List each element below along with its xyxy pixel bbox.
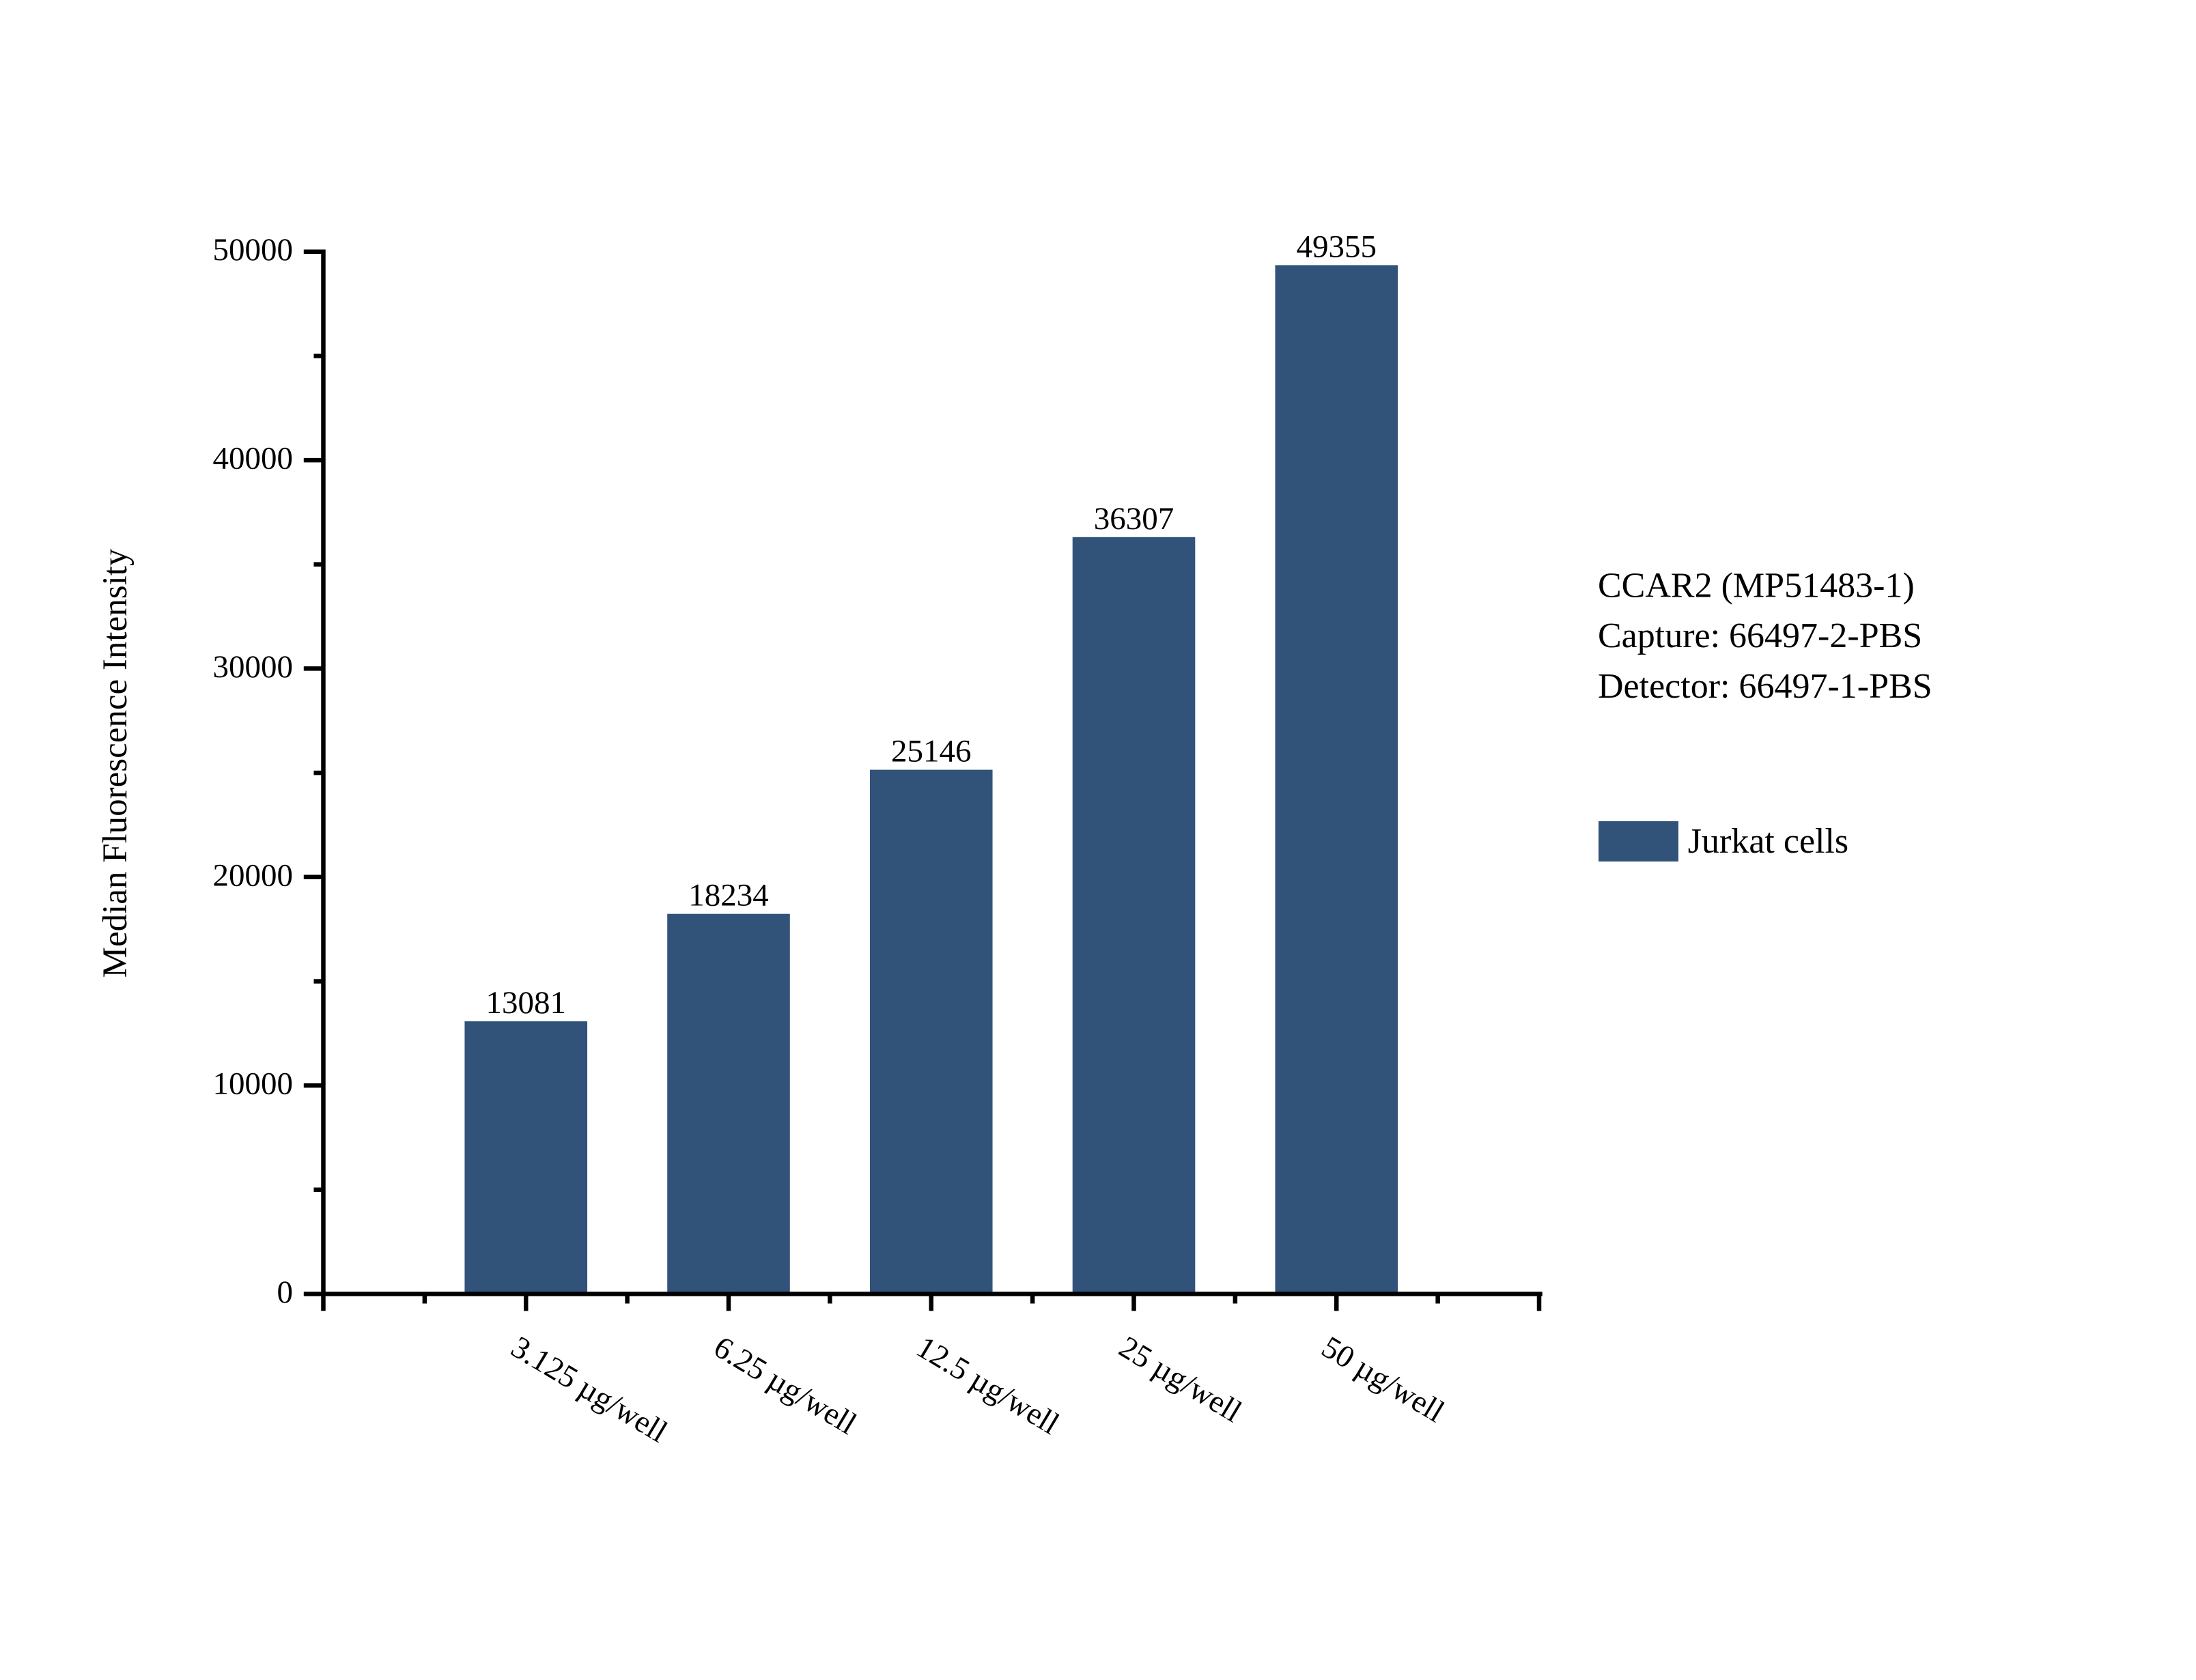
svg-text:Median Fluorescence Intensity: Median Fluorescence Intensity [96, 548, 135, 978]
svg-text:3.125 µg/well: 3.125 µg/well [505, 1329, 673, 1449]
svg-text:12.5 µg/well: 12.5 µg/well [911, 1329, 1065, 1441]
svg-text:40000: 40000 [213, 441, 294, 476]
svg-text:13081: 13081 [486, 985, 567, 1021]
svg-text:CCAR2 (MP51483-1): CCAR2 (MP51483-1) [1598, 566, 1915, 605]
svg-text:50000: 50000 [213, 232, 294, 268]
svg-text:25146: 25146 [891, 734, 972, 769]
svg-text:30000: 30000 [213, 649, 294, 685]
svg-text:Capture: 66497-2-PBS: Capture: 66497-2-PBS [1598, 616, 1922, 655]
svg-text:36307: 36307 [1094, 501, 1174, 537]
svg-text:50 µg/well: 50 µg/well [1316, 1329, 1450, 1429]
svg-text:25 µg/well: 25 µg/well [1113, 1329, 1248, 1429]
svg-text:20000: 20000 [213, 857, 294, 893]
svg-text:18234: 18234 [688, 878, 769, 913]
svg-text:6.25 µg/well: 6.25 µg/well [708, 1329, 862, 1441]
svg-text:0: 0 [277, 1275, 294, 1310]
svg-text:10000: 10000 [213, 1066, 294, 1102]
svg-text:Jurkat cells: Jurkat cells [1688, 822, 1848, 861]
svg-text:Detector: 66497-1-PBS: Detector: 66497-1-PBS [1598, 667, 1932, 706]
svg-text:49355: 49355 [1297, 229, 1377, 264]
